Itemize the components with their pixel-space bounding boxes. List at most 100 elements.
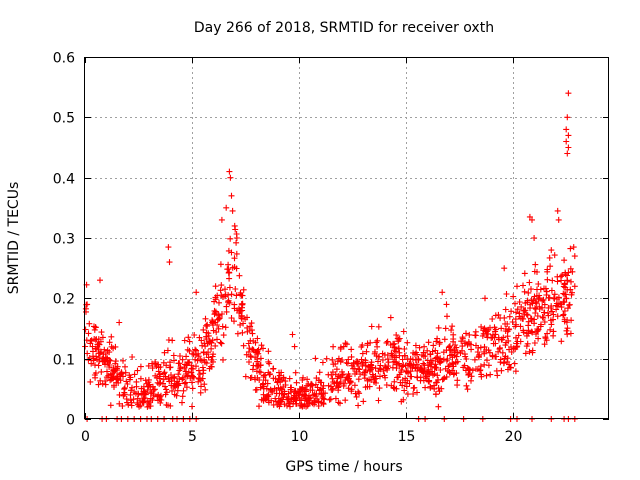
data-point [291,394,298,401]
data-point [416,367,423,373]
data-point [420,360,427,367]
data-point [333,383,340,390]
data-point [304,382,310,389]
data-point [98,329,105,336]
data-point [481,325,488,332]
data-point [482,295,488,302]
data-point [488,335,495,341]
scatter-points [82,90,578,422]
data-point [401,346,408,352]
data-point [166,259,173,266]
data-point [244,328,251,335]
data-point [554,207,561,214]
data-point [201,381,208,388]
data-point [212,283,219,290]
data-point [127,391,134,398]
data-point [410,391,417,397]
data-point [457,350,464,357]
data-point [103,374,110,381]
data-point [82,305,89,312]
data-point [554,273,561,280]
data-point [531,268,538,275]
data-point [379,350,386,357]
data-point [558,277,565,284]
data-point [203,336,210,343]
data-point [168,372,174,378]
data-point [197,356,204,363]
data-point [462,340,469,347]
data-point [432,347,439,354]
data-point [258,342,265,349]
data-point [540,315,547,321]
data-point [102,358,109,365]
data-point [203,360,210,367]
data-point [198,383,204,390]
data-point [504,358,511,365]
data-point [443,357,450,364]
data-point [231,222,238,229]
data-point [140,398,147,405]
data-point [269,389,276,396]
data-point [86,320,93,327]
data-point [513,309,519,316]
data-point [499,349,506,356]
data-point [478,371,485,378]
data-point [534,313,541,319]
data-point [524,340,531,347]
data-point [568,317,575,324]
data-point [154,393,161,400]
data-point [197,389,204,396]
data-point [541,319,548,325]
data-point [404,391,411,398]
data-point [550,316,556,323]
data-point [427,351,434,358]
data-point [524,312,531,319]
data-point [365,363,372,370]
data-point [531,293,538,300]
data-point [340,371,346,378]
data-point [512,368,519,375]
data-point [234,330,241,337]
data-point [486,349,493,356]
data-point [217,339,224,346]
data-point [374,337,381,344]
data-point [111,368,118,375]
data-point [217,287,224,294]
data-point [388,382,395,389]
data-point [260,391,267,398]
data-point [256,403,262,410]
data-point [211,298,218,305]
data-point [97,338,104,345]
data-point [532,261,539,268]
data-point [348,353,355,360]
data-point [453,370,460,377]
data-point [502,306,509,313]
data-point [219,293,226,300]
data-point [222,286,228,293]
data-point [227,235,234,242]
data-point [439,289,446,296]
data-point [495,334,502,341]
data-point [257,384,264,391]
data-point [541,309,547,316]
data-point [430,372,436,379]
data-point [359,350,366,357]
data-point [312,393,319,400]
data-point [535,281,542,287]
data-point [435,324,442,331]
data-point [443,301,450,308]
data-point [415,355,422,362]
data-point [534,327,541,334]
data-point [177,353,183,359]
data-point [564,150,571,157]
data-point [420,353,427,360]
data-point [454,377,461,384]
data-point [217,261,224,268]
data-point [492,328,499,335]
data-point [198,337,205,344]
data-point [119,403,126,409]
data-point [85,330,92,337]
data-point [84,350,91,357]
data-point [147,403,154,410]
data-point [128,402,135,409]
